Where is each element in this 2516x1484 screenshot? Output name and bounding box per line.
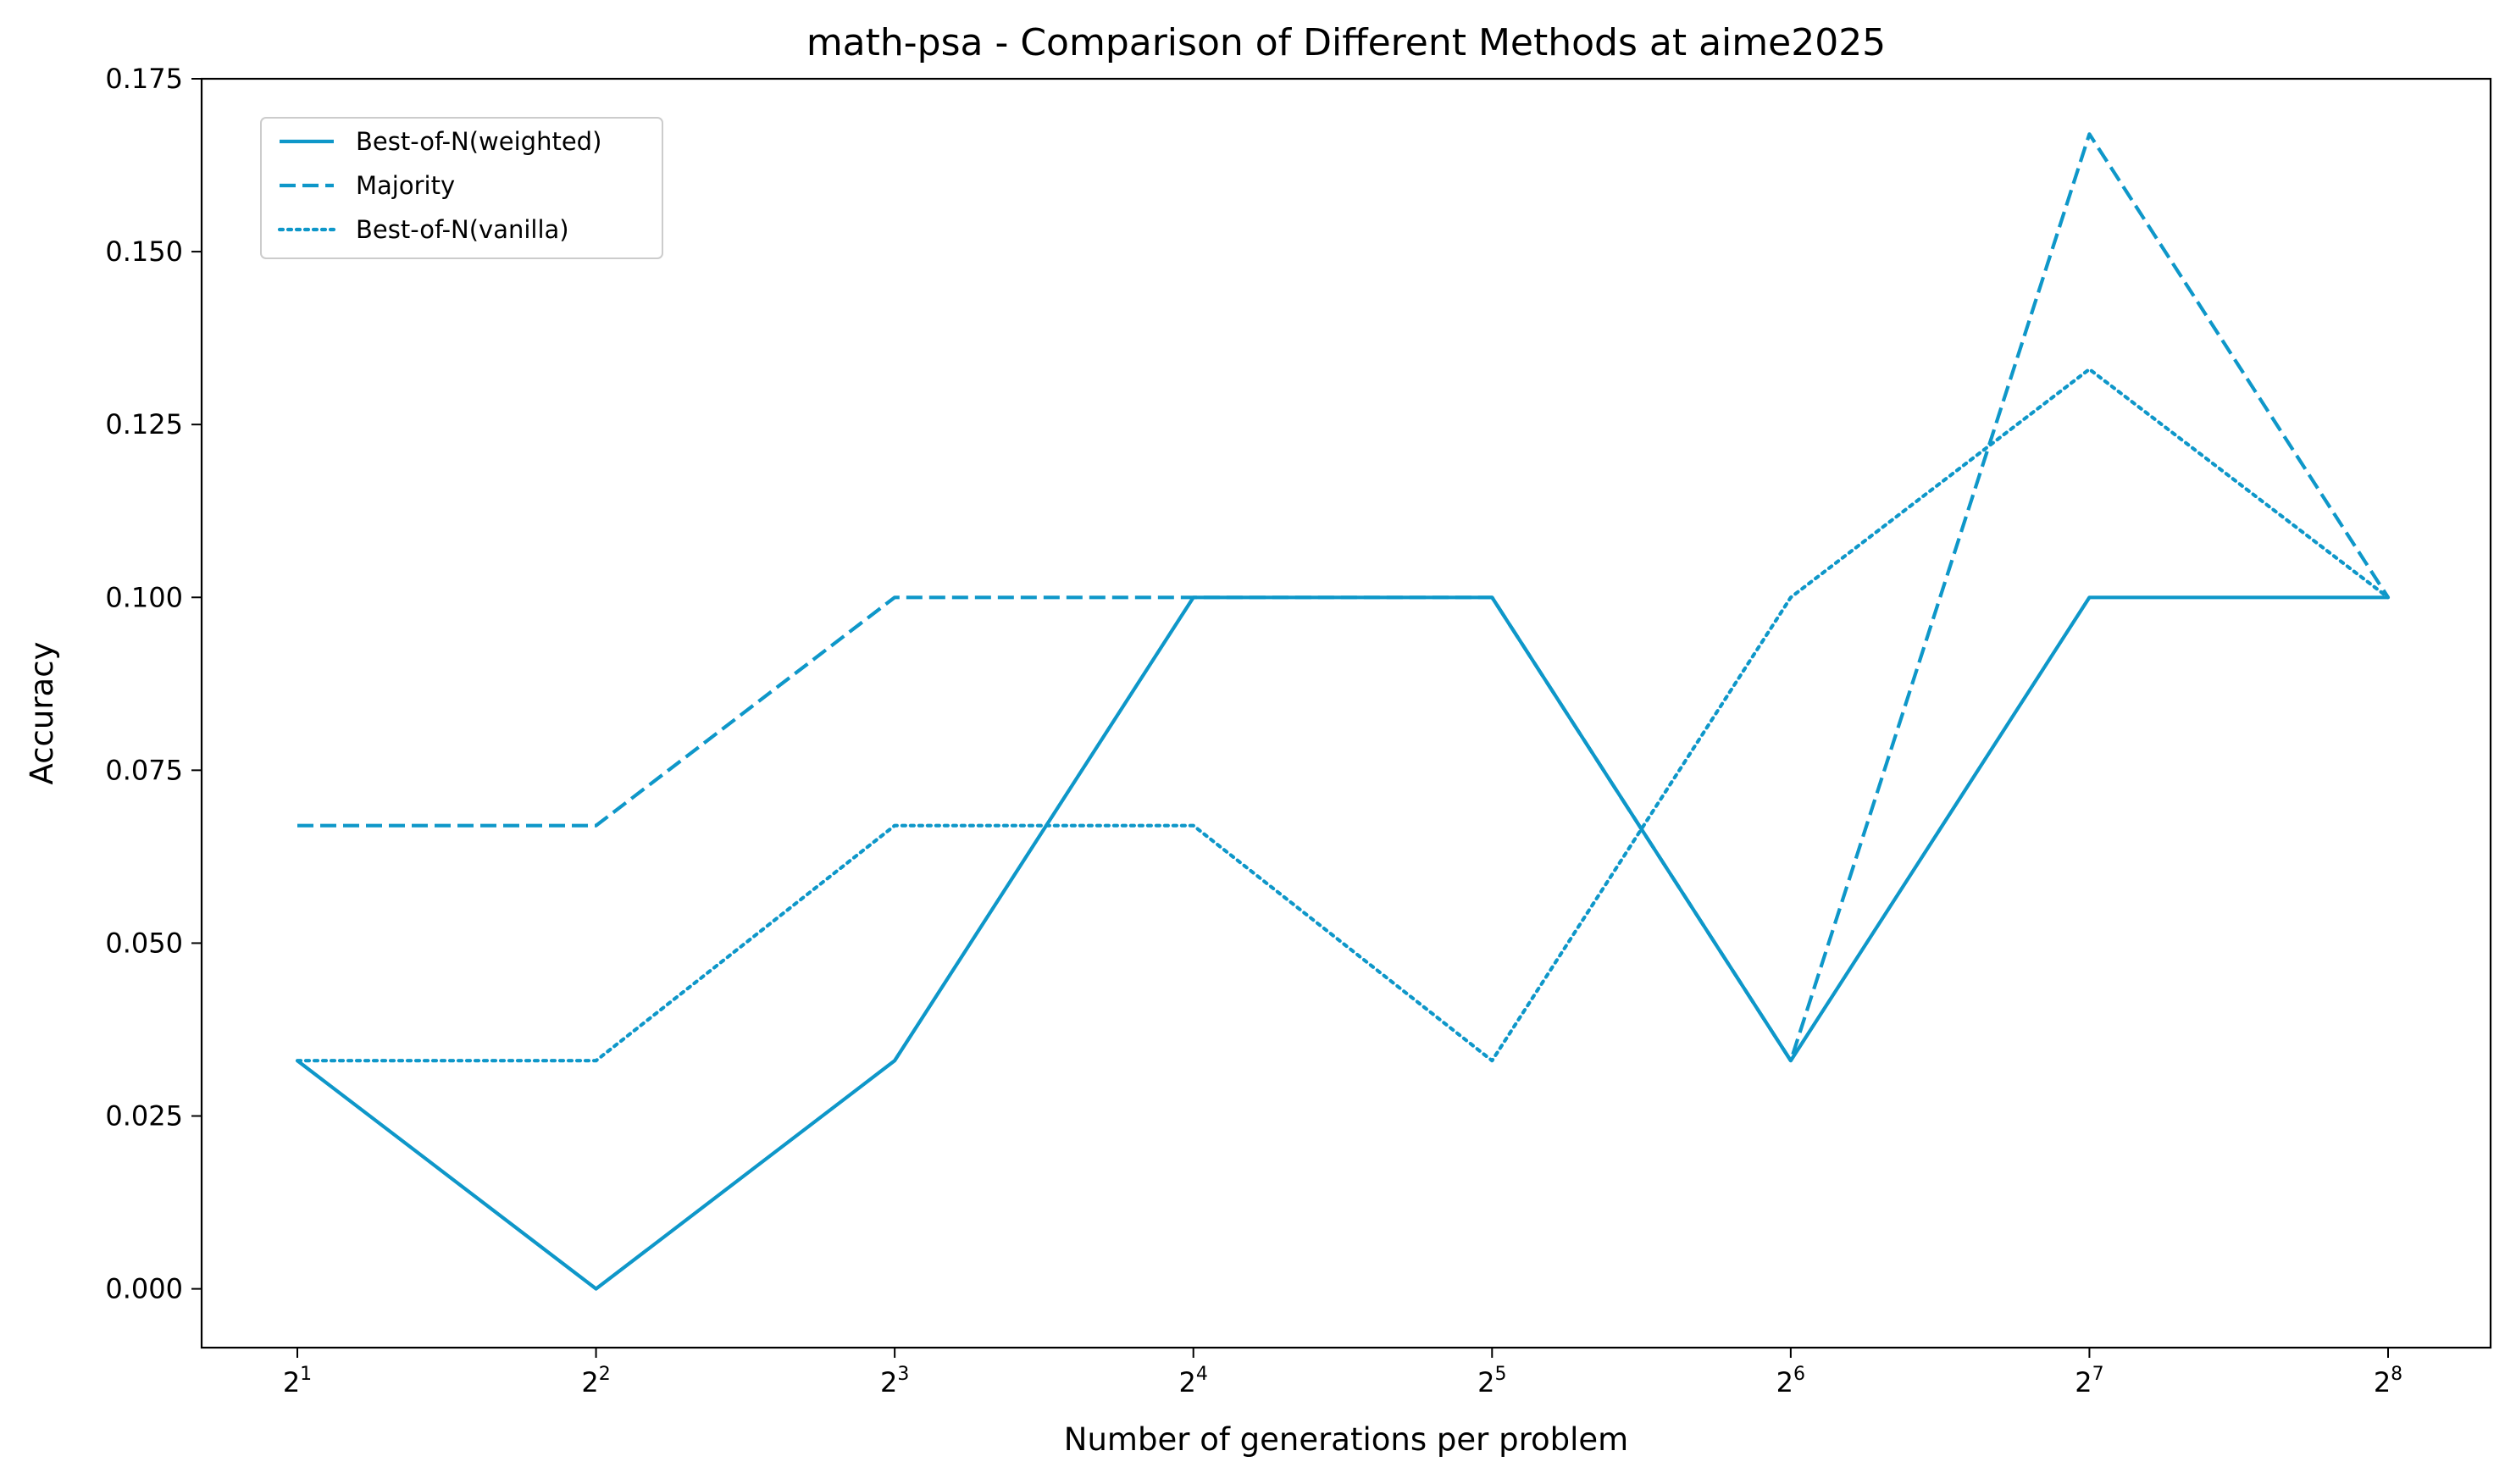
legend-items: Best-of-N(weighted) Majority Best-of-N(van… — [277, 127, 601, 244]
x-tick-label: 23 — [880, 1364, 909, 1398]
y-tick-label: 0.125 — [105, 408, 183, 440]
legend-label-2: Majority — [356, 171, 455, 200]
y-tick-label: 0.150 — [105, 235, 183, 268]
legend-label-3: Best-of-N(vanilla) — [356, 215, 569, 244]
x-tick-label: 26 — [1776, 1364, 1805, 1398]
y-axis-ticks: 0.000 0.025 0.050 0.075 0.100 0.125 0.150 0.175 — [105, 63, 202, 1305]
x-tick-label: 21 — [283, 1364, 312, 1398]
y-tick-label: 0.075 — [105, 754, 183, 786]
legend-box — [260, 117, 663, 259]
legend-label-1: Best-of-N(weighted) — [356, 127, 601, 156]
x-tick-label: 22 — [581, 1364, 610, 1398]
y-axis-title: Accuracy — [24, 642, 60, 785]
x-axis-ticks: 21 22 23 24 25 26 27 28 — [283, 1348, 2402, 1398]
x-tick-label: 25 — [1477, 1364, 1506, 1398]
x-tick-label: 28 — [2374, 1364, 2402, 1398]
plot-area-frame — [200, 77, 2492, 1349]
y-tick-label: 0.025 — [105, 1100, 183, 1132]
chart-title: math-psa - Comparison of Different Metho… — [806, 21, 1886, 64]
y-tick-label: 0.050 — [105, 927, 183, 959]
y-tick-label: 0.000 — [105, 1273, 183, 1305]
x-axis-title: Number of generations per problem — [1064, 1421, 1628, 1458]
series-line-3 — [295, 367, 2391, 1063]
legend: Best-of-N(weighted) Majority Best-of-N(van… — [260, 117, 663, 259]
series-layer — [295, 132, 2391, 1291]
y-tick-label: 0.100 — [105, 581, 183, 613]
series-line-2 — [297, 132, 2390, 1063]
y-tick-label: 0.175 — [105, 63, 183, 95]
x-tick-label: 24 — [1179, 1364, 1208, 1398]
x-tick-label: 27 — [2075, 1364, 2103, 1398]
